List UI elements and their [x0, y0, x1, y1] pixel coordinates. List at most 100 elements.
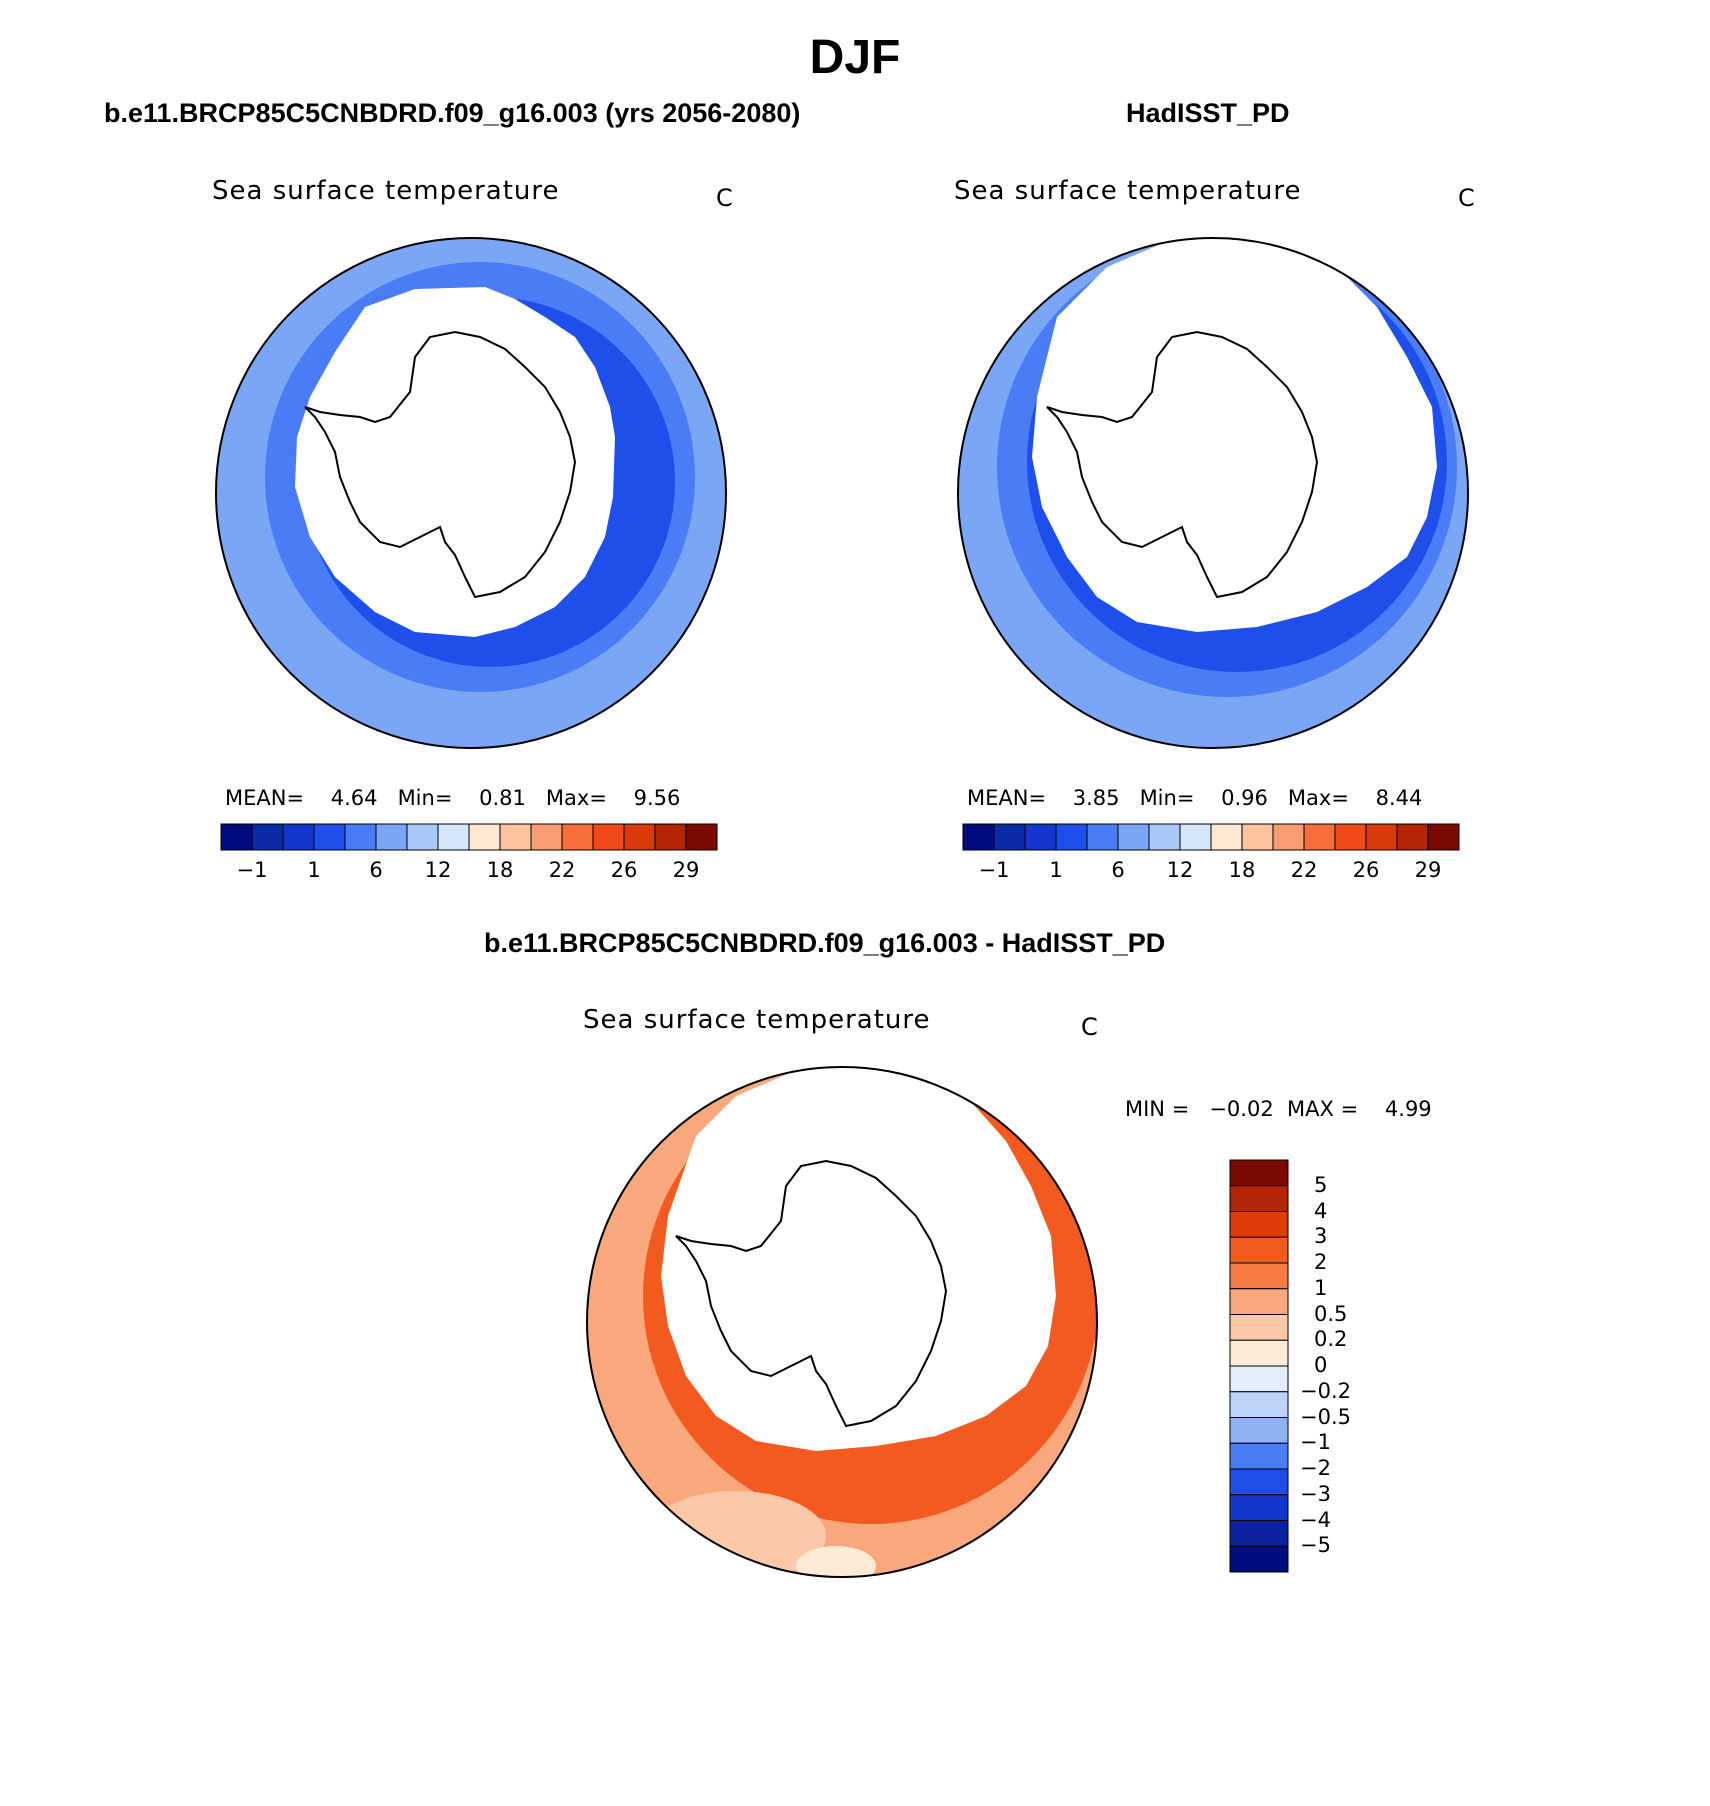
panel2-colorbar-swatch — [993, 823, 1026, 851]
panel1-colorbar-tick-label: −1 — [236, 858, 268, 882]
panel1-colorbar-swatch — [437, 823, 470, 851]
panel2-colorbar-swatch — [1272, 823, 1305, 851]
diff-colorbar-tick-label: −1 — [1300, 1430, 1331, 1455]
diff-colorbar-tick-label: 3 — [1314, 1224, 1328, 1249]
diff-colorbar-tick-label: 0.5 — [1314, 1301, 1348, 1326]
diff-colorbar-swatch — [1229, 1417, 1289, 1444]
panel1-antarctica-coast — [304, 330, 577, 599]
diff-colorbar-tick-label: 2 — [1314, 1250, 1328, 1274]
panel1-stats: MEAN= 4.64 Min= 0.81 Max= 9.56 — [225, 786, 681, 810]
diff-colorbar-swatch — [1229, 1314, 1289, 1341]
panel1-colorbar-swatch — [499, 823, 532, 851]
panel1-colorbar-tick-label: 26 — [610, 858, 638, 882]
panel2-colorbar-swatch — [1148, 823, 1181, 851]
diff-colorbar-swatch — [1229, 1339, 1289, 1367]
panel2-colorbar-swatch — [1365, 823, 1398, 851]
panel1-colorbar-swatch — [623, 823, 656, 851]
diff-colorbar-swatch — [1229, 1159, 1289, 1187]
panel1-colorbar-tick-label: 6 — [369, 858, 383, 882]
panel2-colorbar-swatch — [962, 823, 995, 851]
panel2-colorbar-tick-label: 12 — [1166, 858, 1194, 882]
panel2-colorbar-tick-label: 1 — [1049, 858, 1063, 882]
panel1-colorbar-swatch — [375, 823, 408, 851]
diff-colorbar-tick-label: 1 — [1314, 1275, 1328, 1300]
diff-colorbar-swatch — [1229, 1520, 1289, 1547]
panel2-colorbar-ticks: −1 1 6 12 18 22 26 29 — [963, 858, 1459, 888]
panel1-colorbar-swatch — [344, 823, 377, 851]
panel2-variable-label: Sea surface temperature — [954, 176, 1302, 206]
panel2-colorbar-swatch — [1210, 823, 1243, 851]
diff-colorbar-swatch — [1229, 1236, 1289, 1264]
diff-colorbar-tick-label: 0 — [1314, 1353, 1328, 1377]
diff-colorbar-tick-label: −4 — [1300, 1507, 1331, 1532]
panel1-map — [215, 237, 727, 749]
diff-colorbar-ticks: 5 4 3 2 1 0.5 0.2 0 −0.2 −0.5 −1 −2 −3 −4 −5 — [1300, 1160, 1400, 1572]
diff-map — [586, 1066, 1098, 1578]
diff-antarctica-coast — [675, 1159, 948, 1428]
panel2-colorbar-tick-label: 18 — [1228, 858, 1256, 882]
diff-colorbar-tick-label: −0.5 — [1300, 1404, 1351, 1429]
diff-colorbar-swatch — [1229, 1288, 1289, 1315]
diff-case-title: b.e11.BRCP85C5CNBDRD.f09_g16.003 - HadIS… — [484, 928, 1166, 958]
panel1-colorbar-tick-label: 1 — [307, 858, 321, 882]
panel1-colorbar-ticks: −1 1 6 12 18 22 26 29 — [221, 858, 717, 888]
panel1-colorbar-swatch — [592, 823, 625, 851]
panel1-colorbar-swatch — [561, 823, 594, 851]
diff-colorbar-swatch — [1229, 1494, 1289, 1521]
panel2-colorbar-swatch — [1334, 823, 1367, 851]
panel2-colorbar-swatch — [1427, 823, 1460, 851]
panel1-variable-label: Sea surface temperature — [212, 176, 560, 206]
panel2-colorbar — [962, 823, 1460, 851]
diff-colorbar-tick-label: −0.2 — [1300, 1378, 1351, 1403]
panel1-colorbar-swatch — [251, 823, 284, 851]
panel1-colorbar-swatch — [313, 823, 346, 851]
panel1-colorbar-tick-label: 22 — [548, 858, 576, 882]
diff-colorbar-swatch — [1229, 1468, 1289, 1496]
panel1-colorbar-tick-label: 29 — [672, 858, 700, 882]
diff-colorbar — [1229, 1159, 1289, 1573]
panel2-colorbar-swatch — [1303, 823, 1336, 851]
diff-colorbar-swatch — [1229, 1185, 1289, 1212]
panel2-colorbar-swatch — [1396, 823, 1429, 851]
panel1-sea-ice — [295, 287, 615, 637]
diff-units: C — [1081, 1013, 1098, 1041]
diff-colorbar-swatch — [1229, 1545, 1289, 1573]
panel1-colorbar-swatch — [468, 823, 501, 851]
diff-sea-ice — [661, 1067, 1056, 1451]
panel1-colorbar-tick-label: 12 — [424, 858, 452, 882]
diff-colorbar-tick-label: 0.2 — [1314, 1327, 1348, 1352]
panel2-colorbar-tick-label: −1 — [978, 858, 1010, 882]
panel1-case-title: b.e11.BRCP85C5CNBDRD.f09_g16.003 (yrs 20… — [104, 98, 801, 128]
panel2-map — [957, 237, 1469, 749]
diff-colorbar-swatch — [1229, 1211, 1289, 1238]
panel1-colorbar-swatch — [220, 823, 253, 851]
panel2-colorbar-swatch — [1117, 823, 1150, 851]
panel2-colorbar-swatch — [1086, 823, 1119, 851]
panel1-colorbar — [220, 823, 718, 851]
panel1-colorbar-swatch — [282, 823, 315, 851]
panel2-colorbar-tick-label: 29 — [1414, 858, 1442, 882]
diff-colorbar-swatch — [1229, 1442, 1289, 1470]
panel1-units: C — [716, 184, 733, 212]
panel2-colorbar-tick-label: 22 — [1290, 858, 1318, 882]
diff-colorbar-swatch — [1229, 1365, 1289, 1393]
panel1-colorbar-swatch — [685, 823, 718, 851]
panel2-antarctica-coast — [1046, 330, 1319, 599]
figure-title: DJF — [809, 31, 901, 84]
panel2-sea-ice — [1032, 238, 1437, 632]
diff-colorbar-swatch — [1229, 1391, 1289, 1418]
panel1-colorbar-tick-label: 18 — [486, 858, 514, 882]
diff-colorbar-tick-label: 5 — [1314, 1172, 1328, 1197]
panel1-colorbar-swatch — [654, 823, 687, 851]
panel2-colorbar-swatch — [1024, 823, 1057, 851]
diff-colorbar-tick-label: −5 — [1300, 1533, 1331, 1558]
panel1-colorbar-swatch — [530, 823, 563, 851]
panel1-colorbar-swatch — [406, 823, 439, 851]
diff-colorbar-swatch — [1229, 1262, 1289, 1290]
panel2-stats: MEAN= 3.85 Min= 0.96 Max= 8.44 — [967, 786, 1423, 810]
panel2-colorbar-tick-label: 26 — [1352, 858, 1380, 882]
diff-stats: MIN = −0.02 MAX = 4.99 — [1125, 1097, 1432, 1121]
panel2-case-title: HadISST_PD — [1126, 98, 1290, 128]
diff-colorbar-tick-label: 4 — [1314, 1198, 1328, 1223]
panel2-colorbar-swatch — [1241, 823, 1274, 851]
